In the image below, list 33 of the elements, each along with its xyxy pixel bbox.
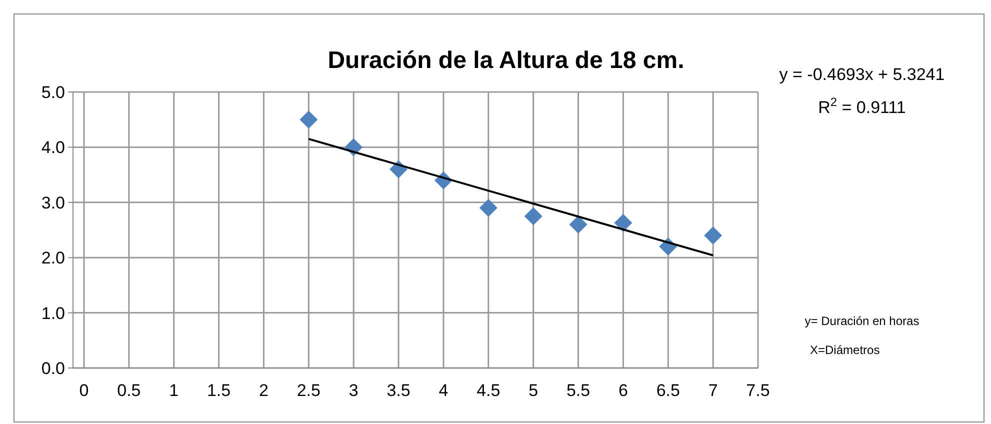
y-tick-label: 5.0: [41, 82, 65, 102]
x-tick-label: 5: [528, 381, 538, 400]
text: y = -0.4693x + 5.3241: [779, 65, 945, 84]
x-tick-label: 1: [169, 381, 179, 400]
point: [300, 110, 318, 129]
x-tick-label: 7: [708, 381, 718, 400]
chart-title: Duración de la Altura de 18 cm.: [328, 47, 684, 74]
x-tick-label: 3.5: [386, 381, 410, 400]
text: X=Diámetros: [810, 343, 880, 357]
x-tick-label: 0: [79, 381, 89, 400]
x-tick-label: 3: [348, 381, 358, 400]
x-tick-label: 1.5: [206, 381, 231, 400]
text: y= Duración en horas: [804, 314, 920, 328]
y-tick-label: 0.0: [41, 358, 65, 378]
x-tick-label: 6: [618, 381, 628, 400]
x-tick-label: 2: [259, 381, 268, 400]
point: [704, 226, 722, 245]
x-tick-label: 7.5: [746, 381, 770, 400]
text: R$^{2}$ = 0.9111: [818, 95, 906, 117]
x-tick-label: 2.5: [296, 381, 320, 400]
point: [614, 214, 632, 232]
point: [569, 215, 588, 234]
y-tick-label: 4.0: [41, 138, 65, 158]
y-tick-label: 2.0: [41, 248, 65, 268]
x-tick-label: 0.5: [117, 381, 141, 400]
x-tick-label: 4.5: [476, 381, 500, 400]
point: [479, 198, 498, 217]
point: [524, 207, 542, 226]
x-tick-label: 6.5: [656, 381, 680, 400]
y-tick-label: 1.0: [41, 304, 65, 323]
x-tick-label: 5.5: [566, 381, 590, 400]
y-tick-label: 3.0: [41, 193, 65, 212]
x-tick-label: 4: [438, 381, 448, 400]
